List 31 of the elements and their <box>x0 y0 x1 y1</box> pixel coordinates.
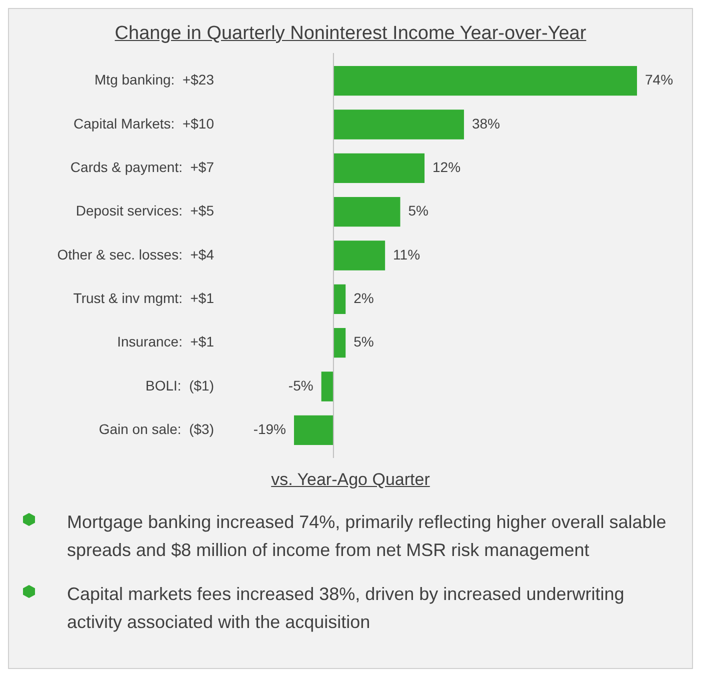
text: Capital markets fees increased 38%, driven by increased underwriting activity associated with the acquisition <box>67 583 626 634</box>
annotation: 12% <box>432 159 461 176</box>
bar <box>333 153 425 184</box>
bar <box>321 372 334 402</box>
annotation: 2% <box>354 290 374 306</box>
bar <box>333 328 346 358</box>
y-tick-label: Insurance: +$1 <box>117 334 214 350</box>
annotation: -5% <box>288 377 314 394</box>
annotation: 74% <box>645 72 674 88</box>
bar <box>333 284 346 314</box>
annotation: 5% <box>354 334 374 350</box>
y-tick-label: Mtg banking: +$23 <box>94 72 214 88</box>
y-tick-label: BOLI: ($1) <box>146 377 214 394</box>
y-tick-label: Deposit services: +$5 <box>76 202 214 219</box>
y-tick-label: Capital Markets: +$10 <box>74 115 214 132</box>
chart-title: Change in Quarterly Noninterest Income Year-over-Year <box>114 22 588 45</box>
y-tick-label: Other & sec. losses: +$4 <box>57 246 214 262</box>
annotation: 38% <box>472 115 500 132</box>
bar <box>333 110 464 140</box>
annotation: 11% <box>393 246 420 262</box>
bar <box>333 240 386 270</box>
annotation: -19% <box>253 421 286 438</box>
y-tick-label: Gain on sale: ($3) <box>98 421 214 438</box>
text: Mortgage banking increased 74%, primarily reflecting higher overall salable spreads and $8 million of income from net MSR risk management <box>67 511 668 562</box>
bar <box>333 66 637 96</box>
bar <box>333 196 400 227</box>
text: vs. Year-Ago Quarter <box>270 470 431 490</box>
y-tick-label: Cards & payment: +$7 <box>70 159 214 176</box>
annotation: 5% <box>408 202 428 219</box>
bar <box>294 415 334 446</box>
y-tick-label: Trust & inv mgmt: +$1 <box>73 290 214 306</box>
